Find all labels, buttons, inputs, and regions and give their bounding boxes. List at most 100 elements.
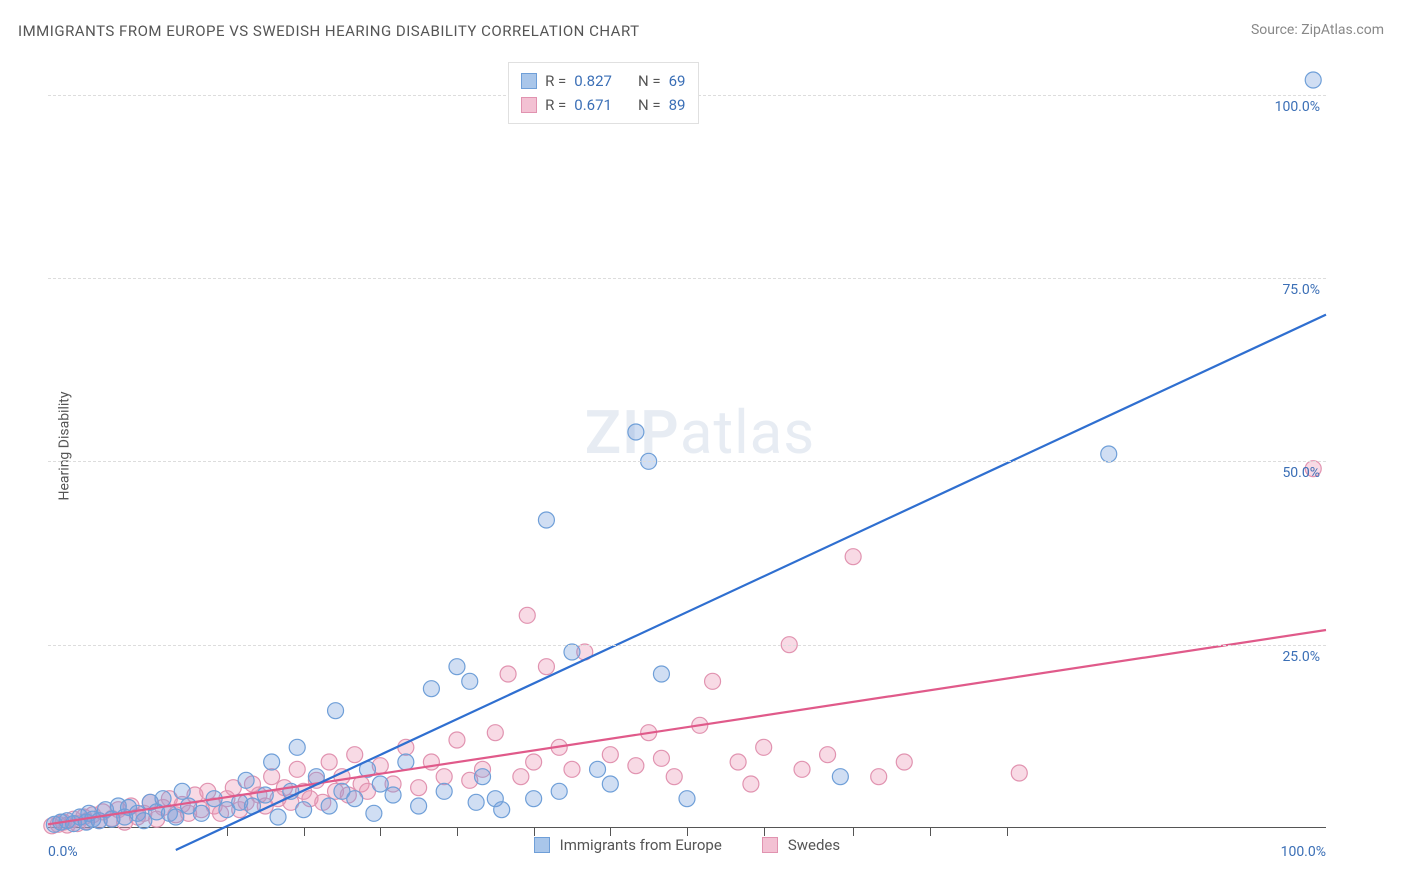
x-tick-label-end: 100.0% (1281, 844, 1326, 860)
gridline (48, 461, 1326, 462)
x-tick (610, 828, 611, 836)
y-tick-label: 50.0% (1282, 465, 1320, 481)
data-point-europe (264, 754, 280, 770)
data-point-europe (590, 761, 606, 777)
data-point-europe (1101, 446, 1117, 462)
chart-container: IMMIGRANTS FROM EUROPE VS SWEDISH HEARIN… (0, 0, 1406, 892)
legend-row-europe: R = 0.827 N = 69 (521, 69, 685, 93)
data-point-swedes (538, 659, 554, 675)
legend-swatch-icon (521, 97, 537, 113)
data-point-swedes (602, 747, 618, 763)
legend-r-value: 0.827 (574, 69, 612, 93)
data-point-europe (462, 673, 478, 689)
data-point-europe (423, 681, 439, 697)
data-point-europe (653, 666, 669, 682)
data-point-europe (411, 798, 427, 814)
x-tick (380, 828, 381, 836)
data-point-swedes (820, 747, 836, 763)
legend-n-value: 69 (669, 69, 686, 93)
data-point-europe (436, 783, 452, 799)
data-point-swedes (436, 769, 452, 785)
x-tick (853, 828, 854, 836)
x-tick-label-start: 0.0% (48, 844, 78, 860)
data-point-europe (602, 776, 618, 792)
source-name: ZipAtlas.com (1301, 22, 1384, 38)
legend-r-label: R = (545, 69, 566, 93)
data-point-swedes (513, 769, 529, 785)
source-prefix: Source: (1251, 22, 1301, 38)
data-point-europe (238, 772, 254, 788)
x-tick (534, 828, 535, 836)
data-point-europe (372, 776, 388, 792)
data-point-europe (468, 794, 484, 810)
data-point-swedes (871, 769, 887, 785)
x-tick (457, 828, 458, 836)
data-point-europe (398, 754, 414, 770)
data-point-swedes (730, 754, 746, 770)
y-tick-label: 75.0% (1282, 282, 1320, 298)
legend-row-swedes: R =0.671N =89 (521, 93, 685, 117)
y-tick-label: 100.0% (1275, 99, 1320, 115)
data-point-europe (366, 805, 382, 821)
data-point-europe (564, 644, 580, 660)
data-point-europe (832, 769, 848, 785)
x-tick (764, 828, 765, 836)
data-point-swedes (564, 761, 580, 777)
legend-n-value: 89 (669, 93, 686, 117)
legend-n-label: N = (638, 69, 661, 93)
data-point-swedes (289, 761, 305, 777)
data-point-swedes (321, 754, 337, 770)
data-point-europe (449, 659, 465, 675)
legend-swatch-icon (534, 837, 550, 853)
data-point-europe (1305, 72, 1321, 88)
data-point-europe (328, 703, 344, 719)
plot-area: ZIPatlas 25.0%50.0%75.0%100.0%0.0%100.0% (48, 58, 1326, 828)
data-point-europe (289, 739, 305, 755)
data-point-europe (168, 809, 184, 825)
data-point-europe (385, 787, 401, 803)
data-point-europe (270, 809, 286, 825)
data-point-swedes (264, 769, 280, 785)
data-point-swedes (628, 758, 644, 774)
y-tick-label: 25.0% (1282, 649, 1320, 665)
legend-n-label: N = (638, 93, 661, 117)
x-tick (930, 828, 931, 836)
legend-swatch-icon (762, 837, 778, 853)
x-tick (1007, 828, 1008, 836)
data-point-europe (321, 798, 337, 814)
series-legend: Immigrants from Europe Swedes (534, 836, 870, 854)
x-tick (687, 828, 688, 836)
data-point-swedes (845, 549, 861, 565)
plot-svg (48, 58, 1326, 828)
data-point-swedes (1011, 765, 1027, 781)
data-point-europe (628, 424, 644, 440)
legend-r-value: 0.671 (574, 93, 612, 117)
data-point-europe (174, 783, 190, 799)
data-point-swedes (743, 776, 759, 792)
data-point-europe (494, 802, 510, 818)
x-tick (227, 828, 228, 836)
series-label-swedes: Swedes (788, 836, 840, 854)
data-point-swedes (449, 732, 465, 748)
gridline (48, 278, 1326, 279)
data-point-swedes (500, 666, 516, 682)
data-point-swedes (526, 754, 542, 770)
data-point-europe (679, 791, 695, 807)
source-attribution: Source: ZipAtlas.com (1251, 22, 1384, 38)
data-point-swedes (896, 754, 912, 770)
legend-swatch-icon (521, 73, 537, 89)
data-point-europe (193, 805, 209, 821)
data-point-swedes (756, 739, 772, 755)
data-point-swedes (794, 761, 810, 777)
data-point-swedes (666, 769, 682, 785)
data-point-europe (526, 791, 542, 807)
series-label-europe: Immigrants from Europe (560, 836, 722, 854)
x-tick (304, 828, 305, 836)
gridline (48, 645, 1326, 646)
data-point-swedes (411, 780, 427, 796)
data-point-swedes (653, 750, 669, 766)
trend-line-europe (176, 315, 1326, 850)
data-point-europe (538, 512, 554, 528)
data-point-swedes (519, 607, 535, 623)
data-point-europe (475, 769, 491, 785)
